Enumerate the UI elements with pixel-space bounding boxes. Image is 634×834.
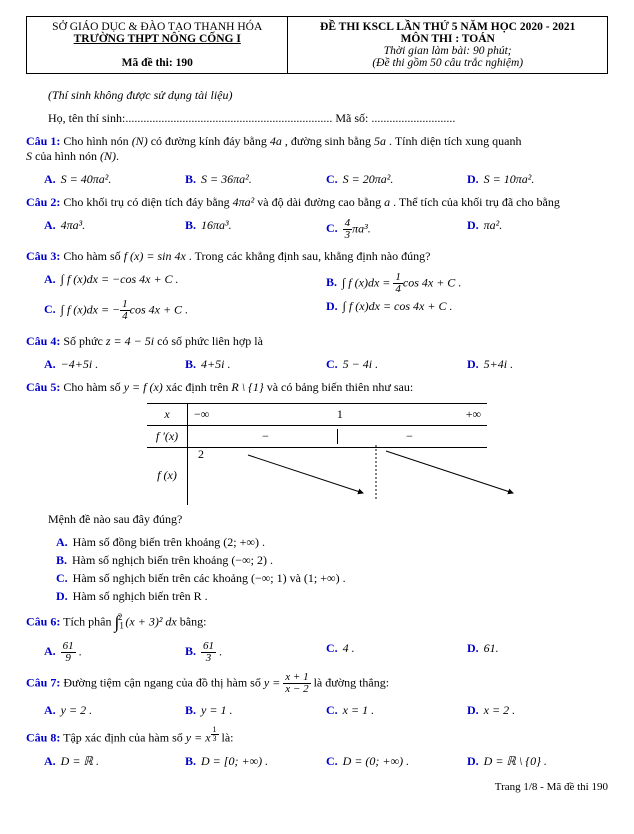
q5-label: Câu 5: [26,380,60,394]
variation-arrows [228,445,528,499]
page-footer: Trang 1/8 - Mã đề thi 190 [26,781,608,793]
q7-label: Câu 7: [26,675,60,689]
q7-options: A. y = 2 . B. y = 1 . C. x = 1 . D. x = … [44,703,608,718]
q8-options: A. D = ℝ . B. D = [0; +∞) . C. D = (0; +… [44,754,608,769]
q3-label: Câu 3: [26,249,60,263]
question-4: Câu 4: Số phức z = 4 − 5i có số phức liê… [26,334,608,349]
q1-label: Câu 1: [26,134,60,148]
exam-code: Mã đề thi: 190 [122,57,193,69]
header-left: SỞ GIÁO DỤC & ĐÀO TẠO THANH HÓA TRƯỜNG T… [27,17,288,74]
subject-line: MÔN THI : TOÁN [401,33,495,45]
variation-table: x −∞ 1 +∞ f ′(x) − − f (x) 2 [147,403,487,502]
q2-options: A. 4πa³. B. 16πa³. C. 43πa³. D. πa². [44,218,608,241]
q1-options: A. S = 40πa². B. S = 36πa². C. S = 20πa²… [44,172,608,187]
q2-label: Câu 2: [26,195,60,209]
exam-header: SỞ GIÁO DỤC & ĐÀO TẠO THANH HÓA TRƯỜNG T… [26,16,608,74]
name-line: Họ, tên thí sinh:.......................… [48,111,608,126]
q5-prompt: Mệnh đề nào sau đây đúng? [48,512,608,527]
question-2: Câu 2: Cho khối trụ có diện tích đáy bằn… [26,195,608,210]
school-line: TRƯỜNG THPT NÔNG CỐNG I [74,33,241,45]
org-line: SỞ GIÁO DỤC & ĐÀO TẠO THANH HÓA [52,21,262,33]
q6-options: A. 619 . B. 613 . C. 4 . D. 61. [44,641,608,664]
note: (Thí sinh không được sử dụng tài liệu) [48,88,608,103]
q8-label: Câu 8: [26,731,60,745]
question-5: Câu 5: Cho hàm số y = f (x) xác định trê… [26,380,608,395]
question-7: Câu 7: Đường tiệm cận ngang của đồ thị h… [26,672,608,695]
question-8: Câu 8: Tập xác định của hàm số y = x13 l… [26,726,608,746]
time-line: Thời gian làm bài: 90 phút; [384,45,512,57]
code-dots: ............................ [371,111,455,125]
q4-options: A. −4+5i . B. 4+5i . C. 5 − 4i . D. 5+4i… [44,357,608,372]
q6-label: Câu 6: [26,614,60,628]
code-label: Mã số: [335,111,368,125]
question-1: Câu 1: Cho hình nón (N) có đường kính đá… [26,134,608,164]
q4-label: Câu 4: [26,334,60,348]
q3-options: A. ∫ f (x)dx = −cos 4x + C . B. ∫ f (x)d… [44,272,608,326]
name-dots: ........................................… [125,111,332,125]
q5-statements: A. Hàm số đồng biến trên khoảng (2; +∞) … [56,535,608,604]
count-line: (Đề thi gồm 50 câu trắc nghiệm) [372,57,523,69]
question-6: Câu 6: Tích phân ∫12 (x + 3)² dx bằng: [26,612,608,633]
question-3: Câu 3: Cho hàm số f (x) = sin 4x . Trong… [26,249,608,264]
name-label: Họ, tên thí sinh: [48,111,125,125]
header-right: ĐỀ THI KSCL LẦN THỨ 5 NĂM HỌC 2020 - 202… [288,17,608,74]
title-line: ĐỀ THI KSCL LẦN THỨ 5 NĂM HỌC 2020 - 202… [320,21,575,33]
